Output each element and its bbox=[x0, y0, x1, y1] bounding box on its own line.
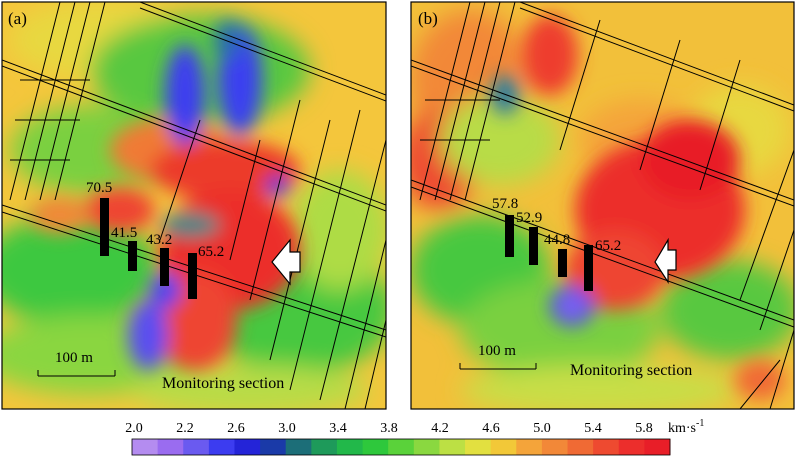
colorbar-swatch bbox=[285, 439, 312, 455]
panel-a-border bbox=[1, 1, 387, 410]
panel-b-bar-label-3: 44.8 bbox=[544, 232, 570, 248]
panel-a-bar-label-1: 70.5 bbox=[86, 180, 112, 196]
colorbar-swatch bbox=[490, 439, 517, 455]
colorbar-swatch bbox=[362, 439, 389, 455]
panel-a-velocity-field bbox=[2, 2, 386, 409]
colorbar-tick: 4.6 bbox=[482, 421, 500, 436]
panel-a-bar-4 bbox=[188, 253, 197, 299]
panel-b-velocity-field bbox=[411, 2, 794, 409]
colorbar-swatch bbox=[593, 439, 620, 455]
colorbar-swatch bbox=[388, 439, 415, 455]
panel-b-bar-3 bbox=[558, 249, 567, 277]
panel-b-scale-label: 100 m bbox=[478, 343, 516, 359]
colorbar-tick: 3.8 bbox=[380, 421, 398, 436]
colorbar-swatch bbox=[413, 439, 440, 455]
panel-b: (b) 57.8 52.9 44.8 65.2 100 m Monitoring… bbox=[410, 1, 795, 410]
colorbar-swatch bbox=[208, 439, 235, 455]
colorbar-swatch bbox=[567, 439, 594, 455]
colorbar-swatch bbox=[516, 439, 543, 455]
colorbar-swatch bbox=[618, 439, 645, 455]
panel-a-bar-1 bbox=[100, 198, 109, 256]
colorbar-tick: 5.4 bbox=[584, 421, 602, 436]
panel-b-section-label: Monitoring section bbox=[570, 362, 692, 379]
panel-a-label: (a) bbox=[8, 9, 27, 28]
panel-b-bars bbox=[505, 215, 593, 291]
colorbar-unit: km·s-1 bbox=[668, 418, 704, 436]
panel-a-roadway-lines bbox=[2, 2, 386, 409]
panel-a-direction-arrow bbox=[271, 238, 301, 286]
panel-a-scale-label: 100 m bbox=[55, 350, 93, 366]
colorbar-border bbox=[131, 438, 671, 456]
colorbar-swatch bbox=[439, 439, 466, 455]
colorbar-unit-base: km·s bbox=[668, 421, 696, 436]
colorbar-swatches bbox=[132, 439, 671, 455]
panel-b-roadway-lines bbox=[411, 2, 794, 409]
panel-a-bar-label-3: 43.2 bbox=[146, 232, 172, 248]
panel-b-direction-arrow bbox=[654, 237, 677, 285]
panel-a-scale-bar bbox=[37, 370, 116, 377]
colorbar: 2.0 2.2 2.6 3.0 3.4 3.8 4.2 4.6 5.0 5.4 … bbox=[125, 418, 704, 456]
panel-a-bar-label-4: 65.2 bbox=[198, 244, 224, 260]
colorbar-swatch bbox=[311, 439, 338, 455]
colorbar-swatch bbox=[541, 439, 569, 455]
panel-b-bar-label-4: 65.2 bbox=[595, 238, 621, 254]
colorbar-tick: 5.8 bbox=[635, 421, 653, 436]
colorbar-tick: 2.2 bbox=[176, 421, 194, 436]
panel-b-border bbox=[410, 1, 795, 410]
panel-a: (a) 70.5 41.5 43.2 65.2 100 m Monitoring… bbox=[1, 1, 387, 410]
colorbar-swatch bbox=[336, 439, 364, 455]
colorbar-swatch bbox=[183, 439, 210, 455]
panel-b-bar-1 bbox=[505, 215, 514, 257]
panel-b-bar-label-2: 52.9 bbox=[516, 210, 542, 226]
panel-b-bar-4 bbox=[584, 245, 593, 291]
colorbar-swatch bbox=[260, 439, 287, 455]
colorbar-swatch bbox=[465, 439, 492, 455]
panel-b-scale-bar bbox=[459, 363, 537, 370]
colorbar-tick: 2.6 bbox=[227, 421, 245, 436]
panel-b-bar-label-1: 57.8 bbox=[492, 196, 518, 212]
panel-a-bar-2 bbox=[128, 241, 137, 271]
colorbar-swatch bbox=[132, 439, 159, 455]
colorbar-tick: 5.0 bbox=[533, 421, 551, 436]
panel-b-label: (b) bbox=[418, 9, 438, 28]
panel-a-bar-3 bbox=[160, 248, 169, 286]
panel-a-bars bbox=[100, 198, 197, 299]
panel-a-section-label: Monitoring section bbox=[162, 375, 284, 392]
panel-a-bar-label-2: 41.5 bbox=[111, 225, 137, 241]
panel-b-bar-2 bbox=[529, 227, 538, 265]
colorbar-ticks: 2.0 2.2 2.6 3.0 3.4 3.8 4.2 4.6 5.0 5.4 … bbox=[125, 421, 653, 436]
colorbar-tick: 3.0 bbox=[278, 421, 296, 436]
colorbar-swatch bbox=[644, 439, 671, 455]
colorbar-swatch bbox=[234, 439, 261, 455]
colorbar-tick: 3.4 bbox=[329, 421, 347, 436]
colorbar-swatch bbox=[157, 439, 184, 455]
colorbar-tick: 4.2 bbox=[431, 421, 449, 436]
colorbar-unit-sup: -1 bbox=[696, 418, 704, 429]
colorbar-tick: 2.0 bbox=[125, 421, 143, 436]
